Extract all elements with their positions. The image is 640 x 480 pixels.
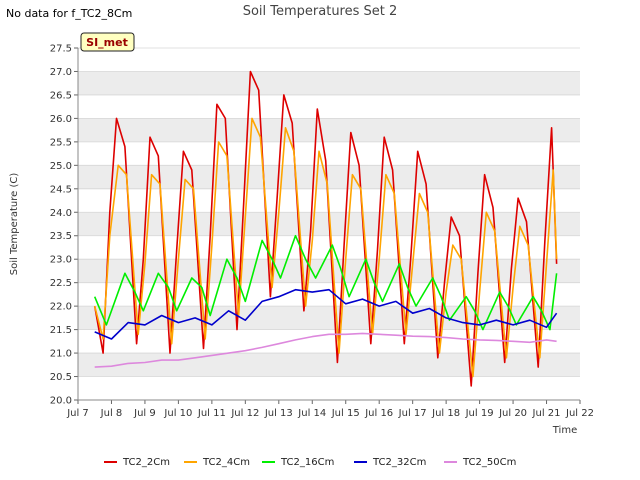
x-tick-label: Jul 10 (163, 408, 192, 419)
legend-label-TC2_2Cm: TC2_2Cm (122, 457, 170, 468)
y-tick-label: 24.0 (50, 208, 72, 219)
x-tick-label: Jul 16 (364, 408, 393, 419)
grid-band (78, 259, 580, 283)
y-axis-label: Soil Temperature (C) (9, 173, 20, 276)
x-tick-label: Jul 15 (331, 408, 360, 419)
y-tick-label: 22.0 (50, 302, 72, 313)
y-tick-label: 26.5 (50, 90, 72, 101)
no-data-note: No data for f_TC2_8Cm (6, 7, 133, 20)
y-tick-label: 23.0 (50, 255, 72, 266)
site-badge (80, 32, 135, 52)
x-tick-label: Jul 7 (66, 408, 89, 419)
legend-label-TC2_50Cm: TC2_50Cm (462, 457, 516, 468)
grid-band (78, 71, 580, 95)
x-tick-label: Jul 20 (498, 408, 527, 419)
legend-label-TC2_32Cm: TC2_32Cm (372, 457, 426, 468)
x-tick-label: Jul 22 (565, 408, 594, 419)
series-line-TC2_50Cm (94, 332, 557, 368)
x-tick-label: Jul 19 (465, 408, 494, 419)
y-tick-label: 23.5 (50, 231, 72, 242)
x-tick-label: Jul 8 (100, 408, 123, 419)
site-badge-label: SI_met (86, 36, 128, 49)
grid-band (78, 306, 580, 330)
grid-band (78, 165, 580, 189)
x-tick-label: Jul 11 (197, 408, 226, 419)
x-tick-label: Jul 13 (264, 408, 293, 419)
y-tick-label: 25.0 (50, 161, 72, 172)
y-tick-label: 25.5 (50, 137, 72, 148)
series-line-TC2_4Cm (93, 117, 558, 378)
y-tick-label: 24.5 (50, 184, 72, 195)
legend-label-TC2_4Cm: TC2_4Cm (202, 457, 250, 468)
x-tick-label: Jul 9 (133, 408, 156, 419)
series-line-TC2_32Cm (94, 288, 558, 340)
legend-label-TC2_16Cm: TC2_16Cm (280, 457, 334, 468)
x-tick-label: Jul 17 (398, 408, 427, 419)
y-tick-label: 26.0 (50, 114, 72, 125)
x-axis-label: Time (552, 425, 577, 436)
y-tick-label: 20.5 (50, 372, 72, 383)
x-tick-label: Jul 12 (230, 408, 259, 419)
y-tick-label: 27.5 (50, 44, 72, 55)
y-tick-label: 27.0 (50, 67, 72, 78)
y-tick-label: 21.5 (50, 325, 72, 336)
x-tick-label: Jul 21 (532, 408, 561, 419)
grid-band (78, 118, 580, 142)
y-tick-label: 20.0 (50, 396, 72, 407)
x-tick-label: Jul 14 (297, 408, 326, 419)
chart-title: Soil Temperatures Set 2 (243, 4, 398, 19)
grid-band (78, 353, 580, 377)
y-tick-label: 22.5 (50, 278, 72, 289)
series-line-TC2_2Cm (93, 70, 558, 387)
x-tick-label: Jul 18 (431, 408, 460, 419)
y-tick-label: 21.0 (50, 349, 72, 360)
